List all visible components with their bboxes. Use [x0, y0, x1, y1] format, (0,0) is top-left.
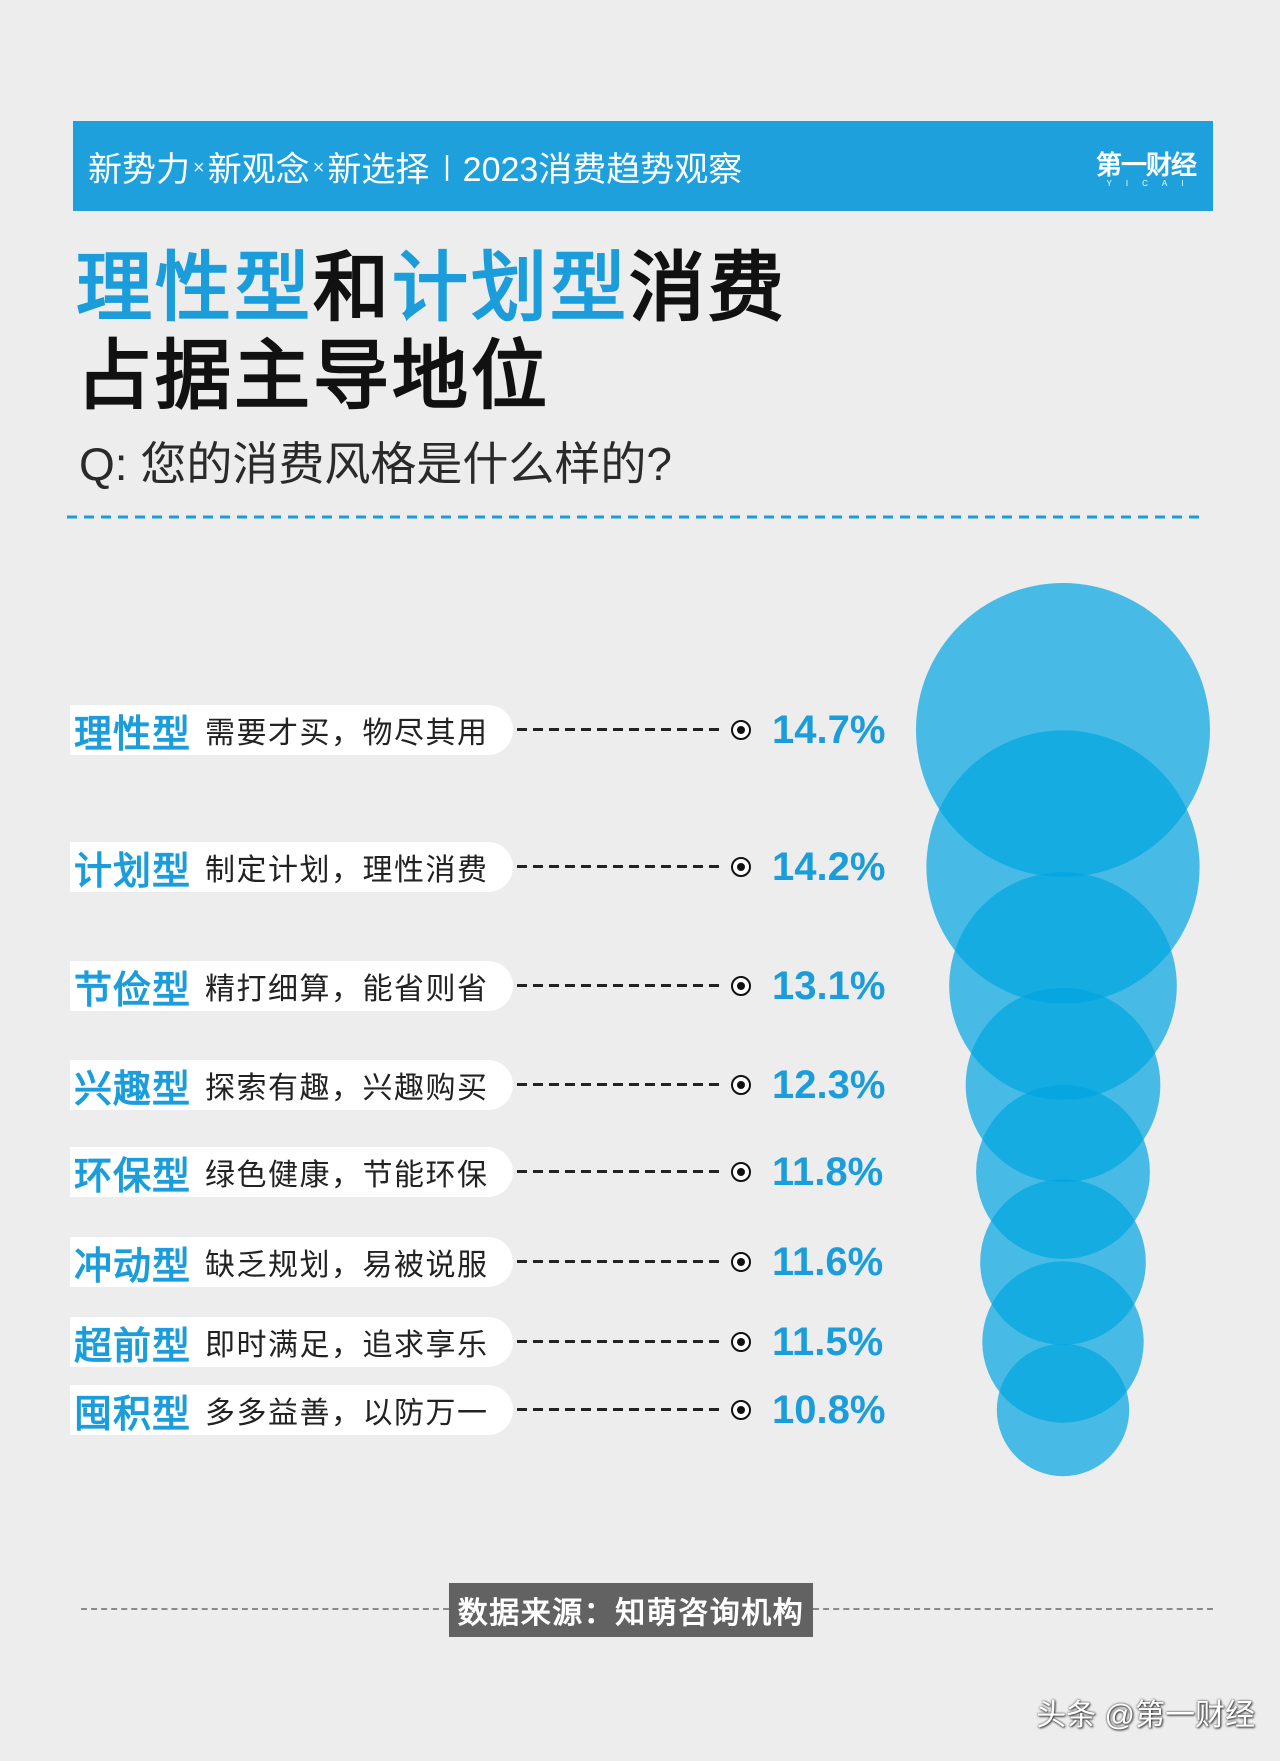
target-dot-icon	[731, 1162, 751, 1182]
type-label: 冲动型	[74, 1245, 192, 1288]
value-label-tunji: 10.8%	[772, 1388, 886, 1432]
type-description: 精打细算，能省则省	[205, 973, 489, 1006]
type-description: 探索有趣，兴趣购买	[205, 1072, 489, 1105]
type-pill: 囤积型 多多益善，以防万一	[70, 1385, 513, 1436]
type-description: 多多益善，以防万一	[205, 1397, 489, 1430]
header-separator: ×	[193, 156, 205, 179]
value-label-chaoqian: 11.5%	[772, 1320, 884, 1364]
title-text: 和	[313, 246, 392, 331]
type-description: 制定计划，理性消费	[205, 854, 489, 887]
title-highlight: 计划型	[392, 246, 629, 331]
type-label: 理性型	[74, 713, 192, 756]
value-label-jihua: 14.2%	[772, 845, 886, 889]
target-dot-icon	[731, 1252, 751, 1272]
leader-line	[517, 728, 725, 731]
leader-line	[517, 865, 725, 868]
header-topic: 新势力	[88, 150, 190, 189]
header-title: 新势力 × 新观念 × 新选择 | 2023消费趋势观察	[88, 121, 742, 211]
row-jihua: 计划型 制定计划，理性消费 14.2%	[0, 842, 900, 893]
type-pill: 理性型 需要才买，物尽其用	[70, 705, 513, 756]
page-title: 理性型和计划型消费 占据主导地位	[76, 245, 787, 421]
target-dot-icon	[731, 857, 751, 877]
header-separator: ×	[312, 156, 325, 179]
header-topic: 新选择	[327, 150, 430, 189]
leader-line	[517, 984, 725, 987]
title-highlight: 理性型	[76, 246, 313, 331]
type-label: 节俭型	[74, 969, 192, 1012]
type-description: 即时满足，追求享乐	[205, 1329, 489, 1362]
header-topic: 新观念	[207, 150, 310, 189]
value-label-chongdong: 11.6%	[772, 1240, 884, 1284]
row-chongdong: 冲动型 缺乏规划，易被说服 11.6%	[0, 1237, 900, 1288]
type-pill: 超前型 即时满足，追求享乐	[70, 1317, 513, 1368]
type-pill: 冲动型 缺乏规划，易被说服	[70, 1237, 513, 1288]
title-text: 消费	[629, 246, 787, 331]
target-dot-icon	[731, 1075, 751, 1095]
target-dot-icon	[731, 976, 751, 996]
row-tunji: 囤积型 多多益善，以防万一 10.8%	[0, 1385, 900, 1436]
type-label: 计划型	[74, 850, 192, 893]
header-divider: |	[443, 150, 451, 181]
brand-logo: 第一财经 YICAI	[1093, 151, 1199, 189]
type-pill: 兴趣型 探索有趣，兴趣购买	[70, 1060, 513, 1111]
bubble-group	[916, 583, 1210, 1477]
header-subtitle: 2023消费趋势观察	[462, 150, 743, 189]
value-label-lixing: 14.7%	[772, 708, 886, 752]
type-label: 环保型	[74, 1155, 192, 1198]
type-label: 超前型	[74, 1325, 192, 1368]
type-pill: 节俭型 精打细算，能省则省	[70, 961, 513, 1012]
row-lixing: 理性型 需要才买，物尽其用 14.7%	[0, 705, 900, 756]
survey-question: Q: 您的消费风格是什么样的?	[79, 438, 672, 490]
leader-line	[517, 1170, 725, 1173]
title-line-1: 理性型和计划型消费	[76, 245, 787, 333]
row-chaoqian: 超前型 即时满足，追求享乐 11.5%	[0, 1317, 900, 1368]
row-huanbao: 环保型 绿色健康，节能环保 11.8%	[0, 1147, 900, 1198]
logo-text: 第一财经	[1095, 150, 1197, 180]
leader-line	[517, 1340, 725, 1343]
source-divider-right	[813, 1608, 1213, 1610]
source-divider-left	[81, 1608, 449, 1610]
value-label-huanbao: 11.8%	[772, 1150, 884, 1194]
type-label: 囤积型	[74, 1393, 192, 1436]
title-line-2: 占据主导地位	[76, 334, 550, 419]
type-description: 需要才买，物尽其用	[205, 717, 489, 750]
header-bar: 新势力 × 新观念 × 新选择 | 2023消费趋势观察 第一财经 YICAI	[73, 121, 1213, 211]
bubble-tunji	[996, 1343, 1130, 1477]
leader-line	[517, 1408, 725, 1411]
target-dot-icon	[731, 1400, 751, 1420]
row-xingqu: 兴趣型 探索有趣，兴趣购买 12.3%	[0, 1060, 900, 1111]
watermark: 头条 @第一财经	[1036, 1699, 1255, 1732]
type-description: 绿色健康，节能环保	[205, 1159, 489, 1192]
data-source: 数据来源：知萌咨询机构	[449, 1583, 813, 1637]
type-label: 兴趣型	[74, 1068, 192, 1111]
row-jiejian: 节俭型 精打细算，能省则省 13.1%	[0, 961, 900, 1012]
target-dot-icon	[731, 1332, 751, 1352]
leader-line	[517, 1083, 725, 1086]
target-dot-icon	[731, 720, 751, 740]
type-pill: 环保型 绿色健康，节能环保	[70, 1147, 513, 1198]
leader-line	[517, 1260, 725, 1263]
type-description: 缺乏规划，易被说服	[205, 1249, 489, 1282]
type-pill: 计划型 制定计划，理性消费	[70, 842, 513, 893]
logo-subtext: YICAI	[1106, 179, 1198, 188]
value-label-xingqu: 12.3%	[772, 1063, 886, 1107]
value-label-jiejian: 13.1%	[772, 964, 886, 1008]
